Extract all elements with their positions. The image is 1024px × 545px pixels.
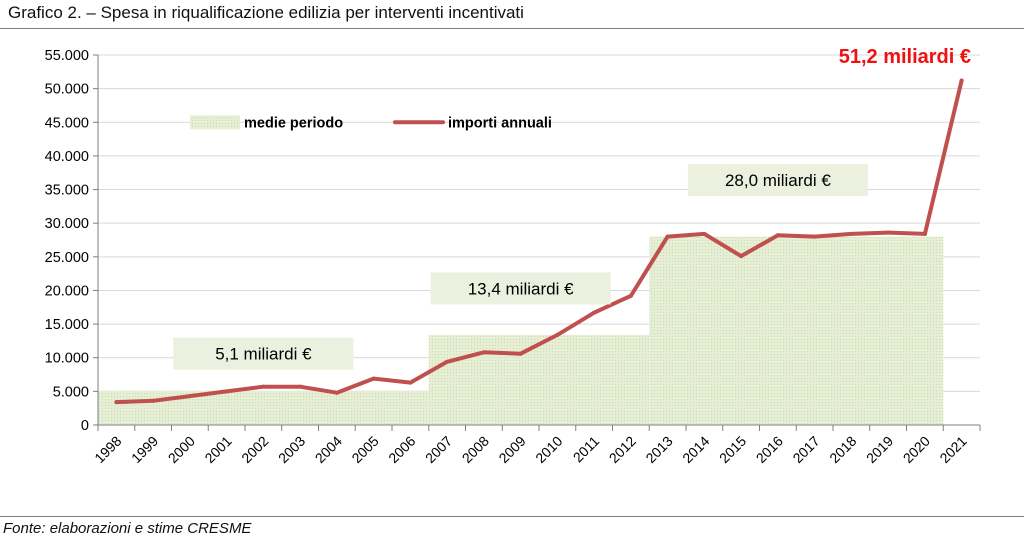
x-tick-label: 2014: [679, 433, 712, 466]
data-point: [151, 398, 156, 403]
x-tick-label: 2010: [532, 433, 565, 466]
data-point: [555, 332, 560, 337]
x-tick-label: 2012: [606, 433, 639, 466]
value-label-box: [430, 272, 611, 305]
data-point: [224, 389, 229, 394]
value-label: 28,0 miliardi €: [725, 171, 831, 190]
x-tick-label: 2013: [642, 433, 675, 466]
x-tick-label: 2021: [936, 433, 969, 466]
x-tick-label: 2011: [570, 433, 603, 466]
y-tick-label: 0: [81, 418, 89, 434]
y-tick-label: 15.000: [45, 317, 89, 333]
x-tick-label: 2015: [716, 433, 749, 466]
data-point: [775, 233, 780, 238]
highlight-label: 51,2 miliardi €: [839, 46, 971, 68]
top-rule: [0, 28, 1024, 29]
data-point: [702, 231, 707, 236]
data-point: [114, 400, 119, 405]
legend: medie periodo importi annuali: [190, 115, 552, 131]
value-label: 13,4 miliardi €: [468, 279, 574, 298]
x-tick-label: 1998: [91, 433, 124, 466]
x-tick-label: 2007: [422, 433, 455, 466]
x-tick-label: 2017: [789, 433, 822, 466]
period-average-area: [98, 390, 429, 425]
data-point: [408, 380, 413, 385]
x-tick-label: 2016: [753, 433, 786, 466]
data-point: [298, 384, 303, 389]
x-tick-label: 2020: [900, 433, 933, 466]
data-point: [628, 293, 633, 298]
y-tick-label: 20.000: [45, 283, 89, 299]
x-tick-label: 2018: [826, 433, 859, 466]
data-point: [445, 359, 450, 364]
x-tick-label: 2005: [348, 433, 381, 466]
legend-label-medie-periodo: medie periodo: [244, 115, 343, 131]
data-point: [261, 384, 266, 389]
data-point: [739, 254, 744, 259]
y-tick-label: 55.000: [45, 48, 89, 64]
y-tick-label: 35.000: [45, 183, 89, 199]
annual-amounts: [114, 78, 964, 405]
data-point: [959, 78, 964, 83]
y-tick-label: 25.000: [45, 250, 89, 266]
chart: 0 5.000 10.000 15.000 20.000 25.000 30.000 35.0…: [45, 46, 981, 466]
chart-title: Grafico 2. – Spesa in riqualificazione e…: [8, 3, 524, 22]
data-point: [849, 231, 854, 236]
x-tick-label: 2019: [863, 433, 896, 466]
y-tick-label: 40.000: [45, 149, 89, 165]
period-average-area: [649, 236, 944, 425]
value-label: 5,1 miliardi €: [215, 345, 312, 364]
data-point: [481, 350, 486, 355]
x-tick-label: 1999: [128, 433, 161, 466]
period-average-area: [428, 334, 650, 425]
y-tick-label: 50.000: [45, 82, 89, 98]
data-point: [886, 230, 891, 235]
y-tick-label: 45.000: [45, 115, 89, 131]
x-tick-label: 2009: [495, 433, 528, 466]
x-tick-label: 2002: [238, 433, 271, 466]
legend-swatch-medie-periodo: [190, 115, 240, 130]
period-averages: [98, 236, 944, 425]
series-line-importi-annuali: [114, 78, 964, 405]
data-point: [922, 231, 927, 236]
x-tick-label: 2008: [459, 433, 492, 466]
y-tick-label: 10.000: [45, 351, 89, 367]
data-point: [334, 390, 339, 395]
annotations: 5,1 miliardi € 13,4 miliardi € 28,0 miliar…: [173, 46, 971, 370]
data-point: [812, 234, 817, 239]
x-tick-label: 2004: [312, 433, 345, 466]
data-point: [371, 376, 376, 381]
data-point: [518, 351, 523, 356]
data-point: [665, 234, 670, 239]
bottom-rule: [0, 516, 1024, 517]
x-tick-label: 2001: [201, 433, 234, 466]
y-tick-label: 5.000: [53, 384, 89, 400]
legend-label-importi-annuali: importi annuali: [448, 115, 552, 131]
value-label-box: [173, 337, 354, 370]
x-tick-label: 2000: [165, 433, 198, 466]
x-tick-label: 2003: [275, 433, 308, 466]
source-note: Fonte: elaborazioni e stime CRESME: [3, 520, 252, 537]
y-tick-label: 30.000: [45, 216, 89, 232]
data-point: [187, 394, 192, 399]
data-point: [592, 310, 597, 315]
value-label-box: [687, 164, 868, 197]
x-tick-label: 2006: [385, 433, 418, 466]
